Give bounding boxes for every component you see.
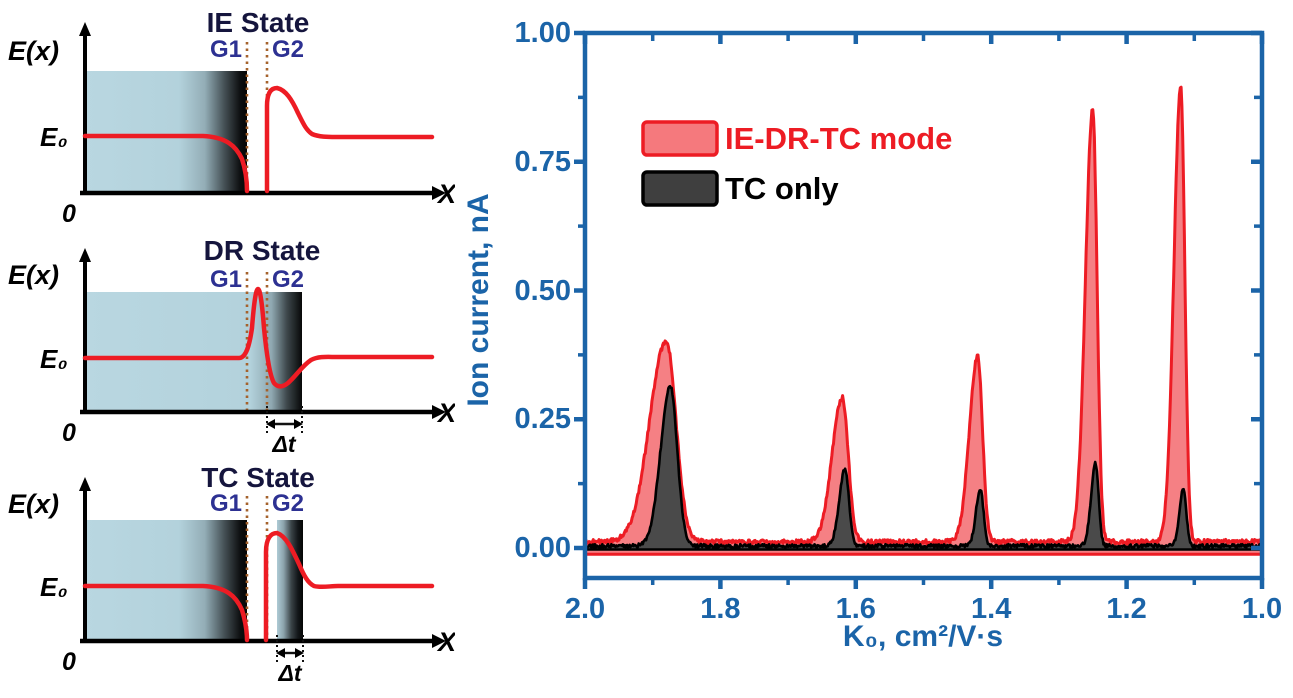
drift-region-block bbox=[85, 71, 247, 193]
ion-mobility-chart: IE-DR-TC mode TC only Ion current, nA K₀… bbox=[455, 0, 1293, 698]
minor-ticks bbox=[578, 33, 1262, 585]
trapped-region-block bbox=[277, 520, 303, 641]
x-axis-label: X bbox=[436, 627, 455, 657]
series-curve-ie-dr-tc-mode bbox=[583, 85, 1264, 556]
x-tick-label: 1.2 bbox=[1106, 593, 1147, 625]
delta-t-label: Δt bbox=[277, 660, 302, 686]
legend-label-ie-dr-tc: IE-DR-TC mode bbox=[725, 121, 952, 156]
x-tick-label: 1.6 bbox=[835, 593, 876, 625]
field-profile-curve bbox=[82, 85, 435, 194]
dr-state-diagram: DR State E(x) E₀ 0 X G1 G2 Δt bbox=[8, 235, 455, 456]
e0-label: E₀ bbox=[40, 122, 68, 152]
field-profile-curve bbox=[82, 530, 435, 643]
series-curve-tc-only bbox=[583, 384, 1264, 551]
origin-label: 0 bbox=[62, 419, 76, 447]
delta-t-marker bbox=[276, 635, 304, 663]
x-axis-title: K₀, cm²/V·s bbox=[842, 620, 1004, 653]
legend-label-tc-only: TC only bbox=[725, 171, 839, 206]
plot-frame bbox=[582, 30, 1265, 581]
distance-axis-arrow bbox=[432, 405, 446, 419]
x-tick-label: 1.8 bbox=[700, 593, 741, 625]
y-tick-label: 0.25 bbox=[514, 403, 571, 436]
gate1-label: G1 bbox=[210, 36, 242, 63]
ie-state-diagram: IE State E(x) E₀ 0 X G1 G2 bbox=[8, 7, 455, 228]
origin-label: 0 bbox=[62, 648, 76, 676]
y-tick-label: 0.75 bbox=[514, 145, 571, 178]
x-tick-label: 1.0 bbox=[1241, 593, 1283, 625]
panel-title: DR State bbox=[204, 235, 321, 266]
series-layer bbox=[583, 85, 1264, 556]
energy-axis-label: E(x) bbox=[8, 36, 59, 66]
drift-region-block bbox=[85, 520, 247, 641]
delta-t-marker bbox=[266, 406, 303, 434]
gate1-label: G1 bbox=[210, 266, 242, 293]
x-axis-label: X bbox=[436, 398, 455, 428]
field-profile-curve bbox=[82, 286, 435, 389]
gate1-label: G1 bbox=[210, 490, 242, 517]
y-tick-label: 1.00 bbox=[514, 17, 571, 49]
y-tick-label: 0.50 bbox=[514, 274, 571, 307]
panel-title: TC State bbox=[201, 462, 315, 493]
x-axis-label: X bbox=[436, 179, 455, 209]
panel-title: IE State bbox=[207, 7, 310, 38]
y-tick-label: 0.00 bbox=[514, 532, 571, 564]
x-tick-label: 2.0 bbox=[564, 593, 606, 625]
gate2-label: G2 bbox=[272, 490, 304, 517]
legend-swatch-tc-only bbox=[641, 170, 719, 207]
energy-axis-label: E(x) bbox=[8, 489, 59, 519]
energy-axis-label: E(x) bbox=[8, 260, 59, 290]
energy-axis-arrow bbox=[79, 248, 91, 262]
e0-label: E₀ bbox=[40, 344, 68, 374]
tc-state-diagram: TC State E(x) E₀ 0 X G1 G2 Δt bbox=[8, 462, 455, 686]
gate2-label: G2 bbox=[272, 266, 304, 293]
distance-axis-arrow bbox=[432, 634, 446, 648]
e0-label: E₀ bbox=[40, 572, 68, 602]
x-tick-label: 1.4 bbox=[971, 593, 1012, 625]
energy-axis-arrow bbox=[79, 22, 91, 36]
gate2-label: G2 bbox=[272, 36, 304, 63]
major-ticks bbox=[574, 30, 1265, 589]
energy-axis-arrow bbox=[79, 477, 91, 491]
chart-canvas: IE-DR-TC mode TC only bbox=[574, 30, 1265, 589]
origin-label: 0 bbox=[62, 200, 76, 228]
drift-region-block bbox=[85, 292, 302, 412]
legend: IE-DR-TC mode TC only bbox=[641, 120, 952, 207]
distance-axis-arrow bbox=[432, 186, 446, 200]
legend-swatch-ie-dr-tc bbox=[641, 120, 719, 157]
delta-t-label: Δt bbox=[271, 431, 296, 456]
